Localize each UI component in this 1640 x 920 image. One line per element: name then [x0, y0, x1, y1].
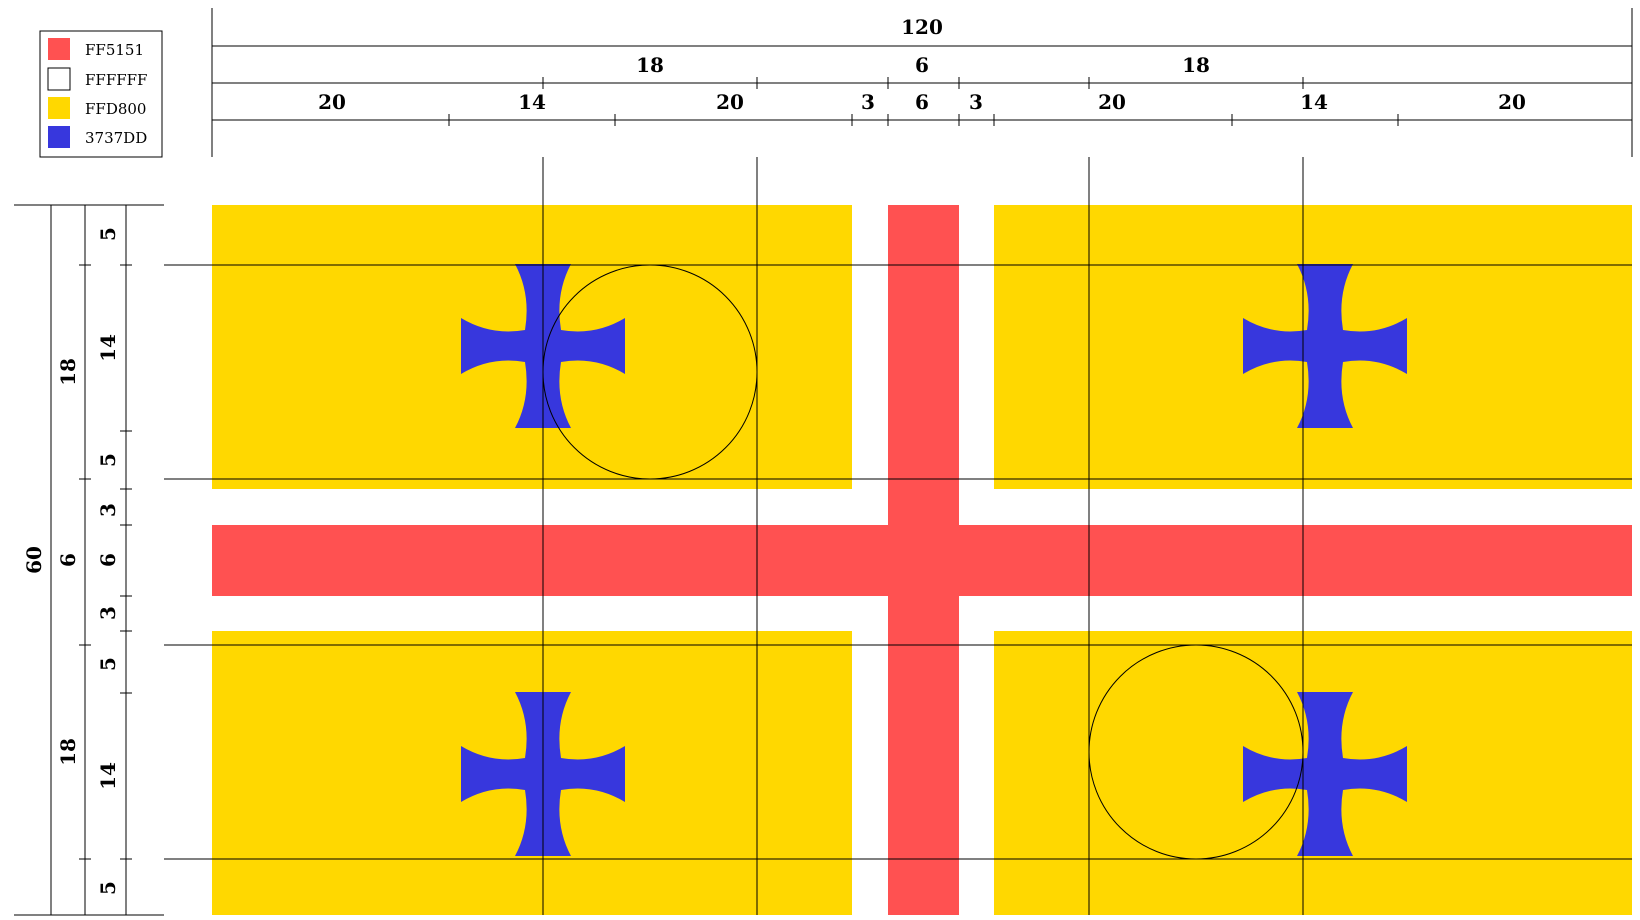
dimension-label: 3: [861, 90, 875, 114]
dimension-label: 18: [1182, 53, 1210, 77]
dimension-label: 14: [1300, 90, 1328, 114]
dimension-label: 6: [96, 553, 120, 567]
legend-label-white: FFFFFF: [85, 71, 147, 89]
dimension-label: 6: [915, 90, 929, 114]
dimension-label: 14: [96, 334, 120, 362]
construction-circle-bottom: [1088, 644, 1304, 860]
dimension-label: 20: [318, 90, 346, 114]
legend-box: [39, 30, 163, 158]
dimension-label: 20: [1498, 90, 1526, 114]
flag: [212, 205, 1632, 915]
legend-label-red: FF5151: [85, 41, 144, 59]
left-dimension-labels: 60 18 6 18 5 14 5 3 6 3 5 14 5: [22, 227, 120, 895]
dimension-label-width: 120: [901, 15, 943, 39]
dimension-label: 18: [56, 358, 80, 386]
legend-label-blue: 3737DD: [85, 129, 147, 147]
dimension-label: 14: [518, 90, 546, 114]
dimension-label: 6: [56, 553, 80, 567]
top-dimensions: [211, 8, 1633, 157]
dimension-label: 18: [56, 738, 80, 766]
dimension-label: 5: [96, 881, 120, 895]
vertical-red-band: [888, 205, 959, 915]
dimension-label: 18: [636, 53, 664, 77]
cross-pattee-bottom-right: [1243, 692, 1407, 856]
legend-swatch-yellow: [48, 97, 70, 119]
dimension-label: 14: [96, 762, 120, 790]
top-dimension-labels: 120 18 6 18 20 14 20 3 6 3 20 14 20: [318, 15, 1526, 114]
legend-swatch-red: [48, 38, 70, 60]
construction-lines: [164, 157, 1632, 915]
dimension-label-height: 60: [22, 546, 46, 574]
dimension-label: 20: [716, 90, 744, 114]
legend-swatch-blue: [48, 126, 70, 148]
dimension-label: 6: [915, 53, 929, 77]
dimension-label: 3: [96, 606, 120, 620]
legend-swatch-white: [47, 67, 71, 91]
dimension-label: 5: [96, 657, 120, 671]
cross-pattee-top-right: [1243, 264, 1407, 428]
dimension-label: 5: [96, 227, 120, 241]
dimension-label: 5: [96, 453, 120, 467]
legend: FF5151 FFFFFF FFD800 3737DD: [39, 30, 163, 158]
dimension-label: 3: [96, 503, 120, 517]
left-dimensions: [14, 204, 164, 916]
legend-label-yellow: FFD800: [85, 100, 146, 118]
dimension-label: 20: [1098, 90, 1126, 114]
dimension-label: 3: [969, 90, 983, 114]
construction-circle-top: [542, 264, 758, 480]
